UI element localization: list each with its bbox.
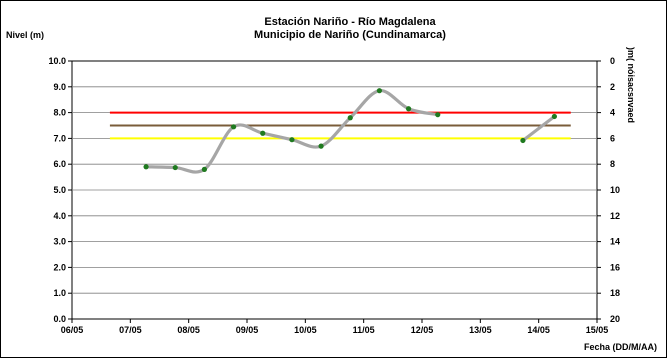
x-tick-label: 15/05 bbox=[586, 325, 609, 335]
y2-tick-label: 14 bbox=[610, 237, 620, 247]
data-point bbox=[172, 164, 178, 171]
x-tick-label: 09/05 bbox=[236, 325, 259, 335]
x-tick-label: 14/05 bbox=[527, 325, 550, 335]
y2-tick-label: 16 bbox=[610, 262, 620, 272]
y2-tick-label: 0 bbox=[610, 56, 615, 66]
x-tick-label: 08/05 bbox=[177, 325, 200, 335]
y-axis-title: Nivel (m) bbox=[6, 30, 44, 40]
y-tick-label: 5.0 bbox=[53, 185, 66, 195]
data-point bbox=[435, 112, 441, 118]
y2-tick-label: 10 bbox=[610, 185, 620, 195]
y2-tick-label: 20 bbox=[610, 314, 620, 324]
y-tick-label: 3.0 bbox=[53, 237, 66, 247]
x-tick-label: 10/05 bbox=[294, 325, 317, 335]
x-tick-label: 12/05 bbox=[411, 325, 434, 335]
data-point bbox=[143, 164, 149, 170]
data-point bbox=[318, 143, 324, 149]
y-tick-label: 6.0 bbox=[53, 159, 66, 169]
x-tick-label: 06/05 bbox=[61, 325, 84, 335]
data-point bbox=[405, 106, 412, 112]
y2-tick-label: 2 bbox=[610, 82, 615, 92]
series bbox=[143, 88, 558, 174]
y2-tick-label: 12 bbox=[610, 211, 620, 221]
y-tick-label: 10.0 bbox=[48, 56, 66, 66]
y-tick-label: 1.0 bbox=[53, 288, 66, 298]
x-axis-title: Fecha (DD/M/AA) bbox=[584, 342, 657, 352]
y-tick-label: 4.0 bbox=[53, 211, 66, 221]
y-tick-label: 2.0 bbox=[53, 262, 66, 272]
data-point bbox=[551, 113, 558, 120]
data-point bbox=[260, 130, 266, 136]
data-point bbox=[347, 115, 353, 121]
data-point bbox=[289, 137, 295, 143]
chart-subtitle: Municipio de Nariño (Cundinamarca) bbox=[254, 29, 446, 41]
reference-lines bbox=[109, 111, 571, 140]
chart-title: Estación Nariño - Río Magdalena bbox=[264, 16, 436, 28]
data-point bbox=[376, 88, 383, 94]
y-tick-label: 8.0 bbox=[53, 108, 66, 118]
data-point bbox=[520, 137, 526, 144]
y-tick-label: 7.0 bbox=[53, 133, 66, 143]
y-tick-label: 9.0 bbox=[53, 82, 66, 92]
y2-tick-label: 8 bbox=[610, 159, 615, 169]
x-tick-label: 07/05 bbox=[119, 325, 142, 335]
x-tick-label: 11/05 bbox=[353, 325, 375, 335]
y2-tick-label: 18 bbox=[610, 288, 620, 298]
axes: 0.0 1.0 2.0 3.0 4.0 5.0 6.0 7.0 8.0 9.0 10.0 0 2 4 6 8 1… bbox=[48, 56, 620, 335]
data-point bbox=[230, 124, 237, 130]
y2-tick-label: 4 bbox=[610, 108, 615, 118]
y-tick-label: 0.0 bbox=[53, 314, 66, 324]
y2-tick-label: 6 bbox=[610, 133, 615, 143]
y2-axis-title: )m( nóisacsnvaed bbox=[626, 47, 636, 123]
x-tick-label: 13/05 bbox=[469, 325, 492, 335]
data-point bbox=[201, 166, 208, 172]
